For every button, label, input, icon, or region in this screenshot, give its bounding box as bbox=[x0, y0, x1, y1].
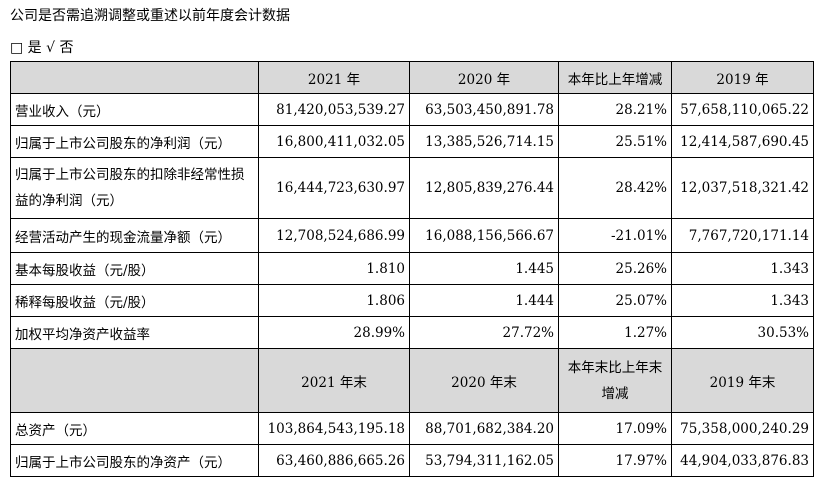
header-cell: 2021 年末 bbox=[258, 348, 410, 413]
value-cell: 12,805,839,276.44 bbox=[409, 157, 559, 219]
value-cell: 17.09% bbox=[558, 412, 672, 445]
value-cell: 1.806 bbox=[258, 284, 410, 317]
value-cell: 16,800,411,032.05 bbox=[258, 125, 410, 158]
value-cell: 12,708,524,686.99 bbox=[258, 218, 410, 253]
table-row: 总资产（元） 103,864,543,195.18 88,701,682,384… bbox=[10, 412, 814, 445]
value-cell: 63,460,886,665.26 bbox=[258, 444, 410, 477]
header-row-annual: 2021 年 2020 年 本年比上年增减 2019 年 bbox=[10, 61, 814, 94]
header-cell: 本年比上年增减 bbox=[558, 61, 672, 94]
row-label: 归属于上市公司股东的扣除非经常性损益的净利润（元） bbox=[10, 157, 259, 219]
value-cell: 57,658,110,065.22 bbox=[671, 93, 814, 126]
row-label: 基本每股收益（元/股） bbox=[10, 252, 259, 285]
value-cell: 28.21% bbox=[558, 93, 672, 126]
header-cell: 本年末比上年末增减 bbox=[558, 348, 672, 413]
table-row: 加权平均净资产收益率 28.99% 27.72% 1.27% 30.53% bbox=[10, 316, 814, 349]
value-cell: 16,444,723,630.97 bbox=[258, 157, 410, 219]
value-cell: 25.51% bbox=[558, 125, 672, 158]
table-row: 归属于上市公司股东的扣除非经常性损益的净利润（元） 16,444,723,630… bbox=[10, 157, 814, 219]
row-label: 归属于上市公司股东的净资产（元） bbox=[10, 444, 259, 477]
value-cell: 1.810 bbox=[258, 252, 410, 285]
value-cell: 1.343 bbox=[671, 252, 814, 285]
value-cell: 88,701,682,384.20 bbox=[409, 412, 559, 445]
section-heading: 公司是否需追溯调整或重述以前年度会计数据 bbox=[10, 8, 290, 24]
value-cell: 7,767,720,171.14 bbox=[671, 218, 814, 253]
row-label: 稀释每股收益（元/股） bbox=[10, 284, 259, 317]
value-cell: 27.72% bbox=[409, 316, 559, 349]
table-row: 归属于上市公司股东的净利润（元） 16,800,411,032.05 13,38… bbox=[10, 125, 814, 158]
value-cell: 1.27% bbox=[558, 316, 672, 349]
row-label: 归属于上市公司股东的净利润（元） bbox=[10, 125, 259, 158]
value-cell: 44,904,033,876.83 bbox=[671, 444, 814, 477]
header-cell: 2021 年 bbox=[258, 61, 410, 94]
table-row: 归属于上市公司股东的净资产（元） 63,460,886,665.26 53,79… bbox=[10, 444, 814, 477]
value-cell: 1.445 bbox=[409, 252, 559, 285]
value-cell: 28.42% bbox=[558, 157, 672, 219]
header-cell: 2019 年 bbox=[671, 61, 814, 94]
row-label: 经营活动产生的现金流量净额（元） bbox=[10, 218, 259, 253]
row-label: 加权平均净资产收益率 bbox=[10, 316, 259, 349]
row-label: 总资产（元） bbox=[10, 412, 259, 445]
value-cell: -21.01% bbox=[558, 218, 672, 253]
header-row-year-end: 2021 年末 2020 年末 本年末比上年末增减 2019 年末 bbox=[10, 348, 814, 413]
header-cell: 2020 年末 bbox=[409, 348, 559, 413]
value-cell: 30.53% bbox=[671, 316, 814, 349]
value-cell: 25.26% bbox=[558, 252, 672, 285]
restatement-choice: □ 是 √ 否 bbox=[10, 40, 74, 56]
value-cell: 25.07% bbox=[558, 284, 672, 317]
table-row: 基本每股收益（元/股） 1.810 1.445 25.26% 1.343 bbox=[10, 252, 814, 285]
value-cell: 16,088,156,566.67 bbox=[409, 218, 559, 253]
header-cell bbox=[10, 348, 259, 413]
row-label: 营业收入（元） bbox=[10, 93, 259, 126]
financial-data-table: 2021 年 2020 年 本年比上年增减 2019 年 营业收入（元） 81,… bbox=[10, 61, 814, 477]
header-cell bbox=[10, 61, 259, 94]
value-cell: 13,385,526,714.15 bbox=[409, 125, 559, 158]
value-cell: 81,420,053,539.27 bbox=[258, 93, 410, 126]
value-cell: 103,864,543,195.18 bbox=[258, 412, 410, 445]
value-cell: 1.444 bbox=[409, 284, 559, 317]
value-cell: 1.343 bbox=[671, 284, 814, 317]
value-cell: 17.97% bbox=[558, 444, 672, 477]
value-cell: 53,794,311,162.05 bbox=[409, 444, 559, 477]
value-cell: 63,503,450,891.78 bbox=[409, 93, 559, 126]
value-cell: 28.99% bbox=[258, 316, 410, 349]
table-row: 经营活动产生的现金流量净额（元） 12,708,524,686.99 16,08… bbox=[10, 218, 814, 253]
header-cell: 2019 年末 bbox=[671, 348, 814, 413]
table-row: 营业收入（元） 81,420,053,539.27 63,503,450,891… bbox=[10, 93, 814, 126]
value-cell: 12,414,587,690.45 bbox=[671, 125, 814, 158]
header-cell: 2020 年 bbox=[409, 61, 559, 94]
table-row: 稀释每股收益（元/股） 1.806 1.444 25.07% 1.343 bbox=[10, 284, 814, 317]
value-cell: 75,358,000,240.29 bbox=[671, 412, 814, 445]
value-cell: 12,037,518,321.42 bbox=[671, 157, 814, 219]
